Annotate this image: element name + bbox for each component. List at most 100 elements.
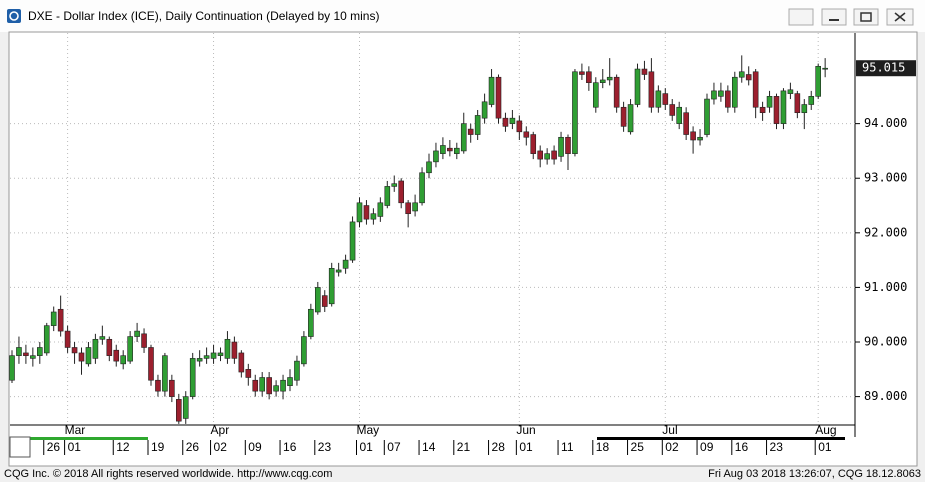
candle-body — [725, 90, 731, 108]
x-tick-label: 02 — [214, 440, 228, 454]
candle-body — [252, 379, 259, 392]
month-label: Mar — [65, 423, 86, 437]
candle-body — [203, 355, 210, 359]
candle-body — [36, 347, 43, 356]
month-label: Aug — [815, 423, 836, 437]
candle-body — [690, 131, 696, 141]
scroll-strip-black — [597, 437, 845, 440]
window-title: DXE - Dollar Index (ICE), Daily Continua… — [28, 9, 379, 23]
candle-body — [349, 221, 356, 261]
candle-body — [460, 123, 467, 152]
candle-body — [502, 117, 509, 127]
candle-body — [509, 117, 516, 124]
candle-body — [78, 352, 85, 362]
x-tick-label: 14 — [422, 440, 436, 454]
candle-body — [321, 295, 328, 307]
candle-body — [71, 347, 78, 354]
last-price-label: 95.015 — [862, 61, 905, 75]
candle-body — [16, 347, 22, 356]
link-button[interactable] — [788, 8, 814, 26]
candle-body — [523, 131, 530, 138]
candle-body — [738, 71, 745, 78]
candle-body — [328, 268, 335, 305]
candle-body — [189, 358, 196, 397]
candle-body — [481, 101, 488, 119]
candle-body — [259, 377, 266, 392]
footer-copyright: CQG Inc. © 2018 All rights reserved worl… — [4, 468, 332, 480]
candle-body — [745, 74, 752, 81]
chart-frame — [8, 31, 918, 467]
candle-body — [176, 399, 182, 422]
candle-body — [419, 172, 425, 204]
candle-body — [718, 90, 724, 97]
x-tick-label: 02 — [665, 440, 679, 454]
candle-body — [245, 369, 252, 378]
scroll-strip-green — [30, 437, 148, 440]
candle-body — [780, 90, 787, 124]
candle-body — [169, 379, 175, 397]
x-tick-label: 09 — [248, 440, 262, 454]
candle-body — [210, 352, 217, 359]
candle-body — [398, 180, 405, 204]
candle-body — [57, 308, 64, 332]
candle-body — [301, 336, 307, 365]
candle-body — [453, 147, 460, 154]
candle-body — [544, 153, 550, 160]
candle-body — [280, 379, 286, 392]
candle-body — [822, 67, 828, 70]
y-tick-label: 90.000 — [864, 335, 907, 349]
candle-body — [294, 360, 300, 381]
window-buttons[interactable] — [788, 8, 914, 26]
candle-body — [384, 186, 391, 206]
candle-body — [440, 145, 446, 154]
x-tick-label: 16 — [735, 440, 749, 454]
candle-body — [356, 202, 363, 223]
candle-body — [196, 358, 203, 362]
candle-body — [148, 347, 154, 381]
candle-body — [565, 136, 571, 154]
candle-body — [752, 71, 759, 108]
candle-body — [155, 379, 161, 392]
x-tick-label: 23 — [770, 440, 784, 454]
candle-body — [273, 385, 279, 392]
candle-body — [586, 71, 592, 83]
minimize-button[interactable] — [821, 8, 847, 26]
y-tick-label: 89.000 — [864, 389, 907, 403]
x-tick-label: 07 — [387, 440, 401, 454]
x-tick-label: 01 — [360, 440, 374, 454]
corner-box — [9, 436, 31, 458]
x-tick-label: 23 — [318, 440, 332, 454]
x-tick-label: 01 — [68, 440, 82, 454]
candle-body — [641, 68, 648, 75]
candle-body — [794, 93, 801, 114]
candle-body — [551, 150, 557, 160]
x-tick-label: 01 — [818, 440, 832, 454]
app-icon — [7, 9, 21, 23]
candle-body — [704, 98, 710, 135]
candle-body — [266, 377, 272, 395]
x-tick-label: 25 — [631, 440, 645, 454]
candle-body — [488, 76, 495, 105]
candle-body — [342, 259, 349, 269]
candle-body — [113, 349, 120, 362]
last-price-box — [856, 60, 916, 77]
candle-body — [92, 338, 99, 359]
x-tick-label: 21 — [457, 440, 471, 454]
candle-body — [162, 355, 168, 392]
maximize-button[interactable] — [853, 8, 879, 26]
candle-body — [669, 104, 676, 116]
close-glyph — [894, 12, 906, 22]
candle-body — [801, 104, 808, 114]
candle-body — [9, 355, 15, 381]
month-label: May — [357, 423, 380, 437]
maximize-glyph — [860, 12, 872, 22]
candle-body — [655, 90, 662, 108]
x-tick-label: 26 — [47, 440, 61, 454]
candle-body — [599, 79, 606, 83]
candle-body — [662, 93, 669, 105]
candle-body — [30, 355, 36, 359]
candle-body — [530, 134, 537, 154]
x-tick-label: 01 — [519, 440, 533, 454]
candle-body — [377, 202, 384, 217]
